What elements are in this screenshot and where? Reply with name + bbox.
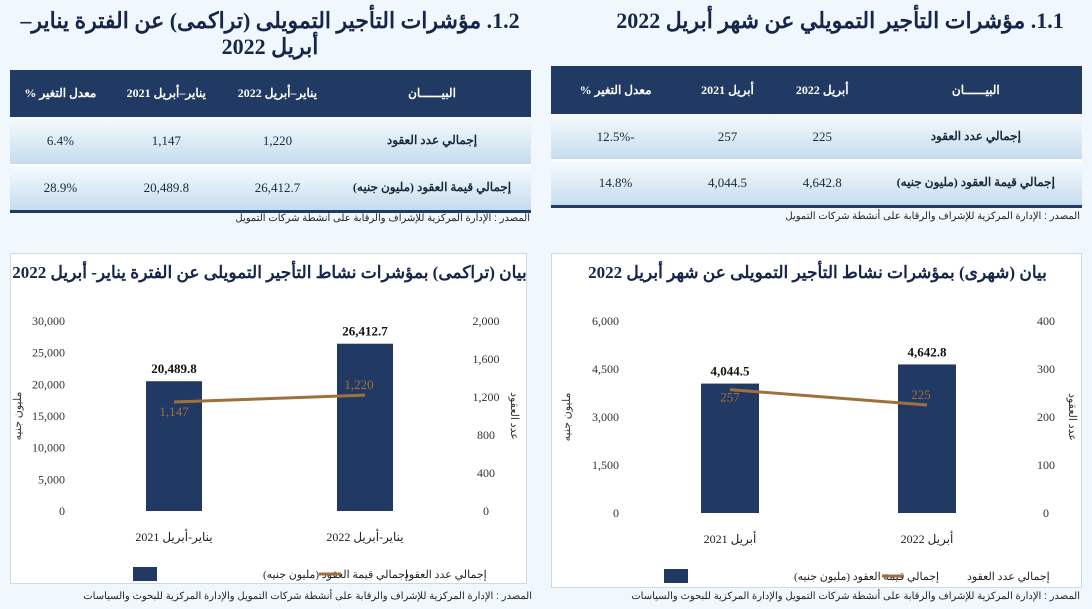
line-series — [729, 388, 928, 407]
cell: 6.4% — [10, 117, 111, 165]
line-value-label: 1,147 — [159, 404, 189, 419]
y-tick-label: 30,000 — [32, 314, 65, 328]
cell: 225 — [774, 114, 870, 160]
y2-tick-label: 800 — [477, 428, 495, 442]
y2-tick-label: 0 — [483, 504, 489, 518]
right-table-source: المصدر : الإدارة المركزية للإشراف والرقا… — [785, 211, 1080, 222]
legend-line-label: إجمالي عدد العقود — [967, 571, 1050, 583]
monthly-chart: بيان (شهرى) بمؤشرات نشاط التأجير التمويل… — [561, 259, 1078, 583]
x-tick-label: أبريل 2021 — [704, 531, 757, 546]
bar — [146, 381, 202, 511]
bar — [898, 364, 956, 513]
table-row: إجمالي قيمة العقود (مليون جنيه) 26,412.7 2… — [10, 164, 531, 213]
y2-tick-label: 400 — [477, 466, 495, 480]
cell: 4,044.5 — [680, 159, 775, 208]
bar-value-label: 4,044.5 — [711, 364, 751, 379]
y2-tick-label: 200 — [1037, 410, 1055, 424]
right-chart-panel: بيان (شهرى) بمؤشرات نشاط التأجير التمويل… — [551, 253, 1082, 588]
right-table: البيــــــان أبريل 2022 أبريل 2021 معدل الت… — [551, 66, 1082, 208]
y-tick-label: 5,000 — [38, 472, 65, 486]
cell: إجمالي قيمة العقود (مليون جنيه) — [333, 164, 531, 213]
y2-axis-label: عدد العقود — [1066, 393, 1078, 441]
header-cell: يناير–أبريل 2022 — [221, 70, 334, 117]
chart-title: بيان (شهرى) بمؤشرات نشاط التأجير التمويل… — [588, 259, 1047, 283]
y-tick-label: 0 — [613, 506, 619, 520]
left-section-title: 1.2. مؤشرات التأجير التمويلى (تراكمى) عن… — [20, 8, 520, 59]
y2-tick-label: 400 — [1037, 314, 1055, 328]
y-tick-label: 3,000 — [592, 410, 619, 424]
line-value-label: 225 — [911, 387, 931, 402]
legend-bar-label: إجمالي قيمة العقود (مليون جنيه) — [794, 571, 939, 583]
y2-tick-label: 100 — [1037, 458, 1055, 472]
left-table: البيــــــان يناير–أبريل 2022 يناير–أبريل … — [10, 70, 531, 213]
line-value-label: 257 — [720, 390, 740, 405]
line-value-label: 1,220 — [344, 377, 373, 392]
x-tick-label: أبريل 2022 — [901, 531, 954, 546]
left-chart-source: المصدر : الإدارة المركزية للإشراف والرقا… — [83, 591, 532, 602]
bar-value-label: 20,489.8 — [151, 361, 197, 376]
y-tick-label: 0 — [59, 504, 65, 518]
cell: 257 — [680, 114, 775, 160]
bar — [701, 383, 759, 513]
y2-tick-label: 300 — [1037, 362, 1055, 376]
cell: 26,412.7 — [221, 164, 334, 213]
legend-bar-swatch — [664, 569, 688, 583]
header-cell: أبريل 2022 — [774, 66, 870, 114]
cell: إجمالي قيمة العقود (مليون جنيه) — [869, 159, 1082, 208]
chart-title: بيان (تراكمى) بمؤشرات نشاط التأجير التمو… — [12, 259, 526, 283]
y-axis-label: مليون جنيه — [12, 392, 24, 441]
y-tick-label: 4,500 — [592, 362, 619, 376]
y-tick-label: 15,000 — [32, 409, 65, 423]
cell: 28.9% — [10, 164, 111, 213]
y2-tick-label: 1,200 — [473, 390, 500, 404]
y2-tick-label: 1,600 — [473, 352, 500, 366]
header-cell: يناير–أبريل 2021 — [110, 70, 222, 117]
y2-axis-label: عدد العقود — [508, 392, 520, 440]
cell: -12.5% — [551, 114, 681, 160]
y-tick-label: 1,500 — [592, 458, 619, 472]
header-cell: معدل التغير % — [10, 70, 111, 117]
bar-value-label: 4,642.8 — [908, 344, 948, 359]
y-tick-label: 25,000 — [32, 346, 65, 360]
cell: 1,147 — [110, 117, 222, 165]
y-tick-label: 10,000 — [32, 441, 65, 455]
y2-tick-label: 0 — [1043, 506, 1049, 520]
header-cell: أبريل 2021 — [680, 66, 775, 114]
legend-bar-swatch — [133, 567, 157, 581]
line-series — [173, 393, 366, 404]
y-axis-label: مليون جنيه — [561, 393, 573, 442]
left-table-source: المصدر : الإدارة المركزية للإشراف والرقا… — [235, 213, 530, 224]
right-chart-source: المصدر : الإدارة المركزية للإشراف والرقا… — [631, 591, 1080, 602]
bar-value-label: 26,412.7 — [342, 324, 388, 339]
table-row: إجمالي عدد العقود 225 257 -12.5% — [551, 114, 1082, 160]
table-row: إجمالي قيمة العقود (مليون جنيه) 4,642.8 4,… — [551, 159, 1082, 208]
header-cell: البيــــــان — [333, 70, 531, 117]
bar — [337, 343, 393, 511]
table-row: إجمالي عدد العقود 1,220 1,147 6.4% — [10, 117, 531, 165]
header-cell: معدل التغير % — [551, 66, 681, 114]
x-tick-label: يناير-أبريل 2022 — [326, 529, 403, 544]
y-tick-label: 6,000 — [592, 314, 619, 328]
cell: 4,642.8 — [774, 159, 870, 208]
header-cell: البيــــــان — [869, 66, 1082, 114]
legend-line-label: إجمالي عدد العقود — [404, 569, 487, 581]
y2-tick-label: 2,000 — [473, 314, 500, 328]
cumulative-chart: بيان (تراكمى) بمؤشرات نشاط التأجير التمو… — [12, 259, 527, 581]
cell: 14.8% — [551, 159, 681, 208]
cell: إجمالي عدد العقود — [333, 117, 531, 165]
y-tick-label: 20,000 — [32, 377, 65, 391]
right-section-title: 1.1. مؤشرات التأجير التمويلي عن شهر أبري… — [616, 8, 1064, 33]
cell: 1,220 — [221, 117, 334, 165]
x-tick-label: يناير-أبريل 2021 — [135, 529, 212, 544]
cell: 20,489.8 — [110, 164, 222, 213]
left-chart-panel: بيان (تراكمى) بمؤشرات نشاط التأجير التمو… — [10, 253, 527, 584]
cell: إجمالي عدد العقود — [869, 114, 1082, 160]
